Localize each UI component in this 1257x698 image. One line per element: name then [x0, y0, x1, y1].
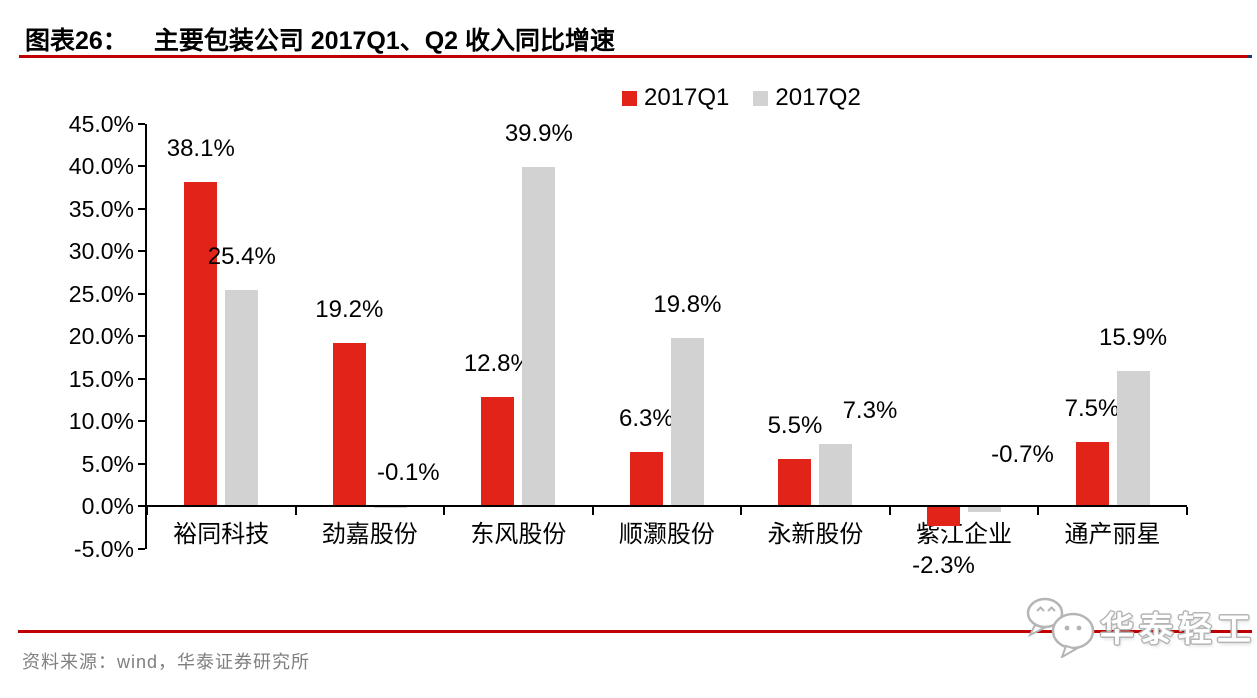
y-axis-label: 20.0% [68, 323, 134, 349]
data-label: 7.5% [1064, 395, 1120, 423]
figure-title-row: 图表26： 主要包装公司 2017Q1、Q2 收入同比增速 [25, 21, 615, 57]
y-axis-tick [138, 505, 145, 507]
y-axis-tick [138, 165, 145, 167]
x-axis-label: 通产丽星 [1064, 521, 1161, 548]
data-label: 7.3% [842, 396, 898, 424]
y-axis-label: 5.0% [81, 450, 134, 477]
bar-2017Q2-紫江企业 [967, 507, 1001, 512]
figure-title: 主要包装公司 2017Q1、Q2 收入同比增速 [153, 27, 616, 55]
x-axis-label: 东风股份 [470, 521, 567, 548]
y-axis-tick [138, 547, 145, 550]
y-axis-line [145, 123, 147, 549]
bar-2017Q1-东风股份 [481, 397, 515, 505]
x-axis-tick [591, 507, 594, 515]
bar-2017Q2-顺灏股份 [670, 337, 704, 505]
bar-2017Q2-劲嘉股份 [373, 507, 407, 508]
y-axis-label: -5.0% [73, 535, 134, 562]
bar-2017Q2-东风股份 [522, 166, 556, 505]
y-axis-tick [138, 122, 145, 125]
title-underline-end-cap [1248, 55, 1252, 58]
data-label: 39.9% [504, 119, 573, 147]
data-label: 19.8% [653, 290, 722, 318]
y-axis-tick [138, 377, 145, 380]
y-axis-label: 25.0% [68, 280, 134, 307]
data-label: -0.1% [376, 459, 440, 486]
x-axis-tick [740, 507, 743, 515]
x-axis-tick [294, 507, 297, 515]
data-label: 38.1% [166, 135, 235, 163]
y-axis-tick [138, 292, 145, 295]
legend-item-2017q2: 2017Q2 [753, 84, 861, 112]
wechat-chat-bubbles-icon [1026, 597, 1095, 658]
data-label: 6.3% [619, 405, 674, 433]
legend-label-2017q2: 2017Q2 [775, 84, 861, 111]
x-axis-tick [146, 507, 148, 515]
bar-2017Q2-裕同科技 [225, 290, 259, 505]
y-axis-label: 15.0% [68, 365, 134, 392]
y-axis-tick [138, 250, 145, 252]
figure-number-label: 图表26： [25, 27, 128, 55]
x-axis-tick [443, 507, 446, 515]
y-axis-tick [138, 462, 145, 465]
data-label: -0.7% [991, 441, 1054, 468]
legend-item-2017q1: 2017Q1 [622, 84, 729, 112]
chart-legend: 2017Q1 2017Q2 [622, 84, 861, 112]
y-axis-tick [138, 335, 145, 337]
x-axis-tick [1185, 507, 1188, 515]
x-axis-label: 劲嘉股份 [321, 521, 418, 548]
x-axis-label: 裕同科技 [173, 521, 270, 548]
data-label: 19.2% [315, 295, 384, 323]
y-axis-label: 10.0% [68, 408, 134, 434]
watermark-logo: 华泰轻工 [1022, 594, 1256, 658]
bar-2017Q1-裕同科技 [184, 182, 218, 505]
y-axis-label: 45.0% [68, 110, 134, 137]
y-axis-label: 40.0% [68, 153, 134, 179]
x-axis-tick [1037, 507, 1040, 515]
watermark-text: 华泰轻工 [1100, 610, 1256, 649]
legend-swatch-2017q1 [622, 90, 637, 106]
y-axis-tick [138, 207, 145, 210]
x-axis-label: 顺灏股份 [618, 521, 715, 548]
bar-2017Q1-紫江企业 [926, 507, 960, 526]
data-label: 15.9% [1098, 323, 1168, 351]
x-axis-line [147, 505, 1187, 507]
source-note: 资料来源：wind，华泰证券研究所 [22, 652, 311, 672]
y-axis-label: 30.0% [68, 238, 134, 264]
data-label: 12.8% [463, 350, 532, 378]
y-axis-tick [138, 420, 145, 422]
legend-swatch-2017q2 [753, 90, 769, 106]
y-axis-label: 0.0% [81, 493, 134, 519]
title-underline-rule [19, 55, 1248, 58]
bar-2017Q1-顺灏股份 [629, 452, 663, 505]
y-axis-label: 35.0% [68, 195, 134, 222]
bar-2017Q1-永新股份 [778, 459, 812, 505]
bar-2017Q2-通产丽星 [1116, 370, 1150, 505]
bar-2017Q2-永新股份 [819, 443, 853, 505]
x-axis-label: 紫江企业 [915, 521, 1012, 548]
data-label: 5.5% [767, 412, 823, 440]
footer-rule [18, 630, 1252, 633]
bar-2017Q1-通产丽星 [1075, 442, 1109, 505]
x-axis-tick [888, 507, 891, 515]
data-label: -2.3% [912, 551, 975, 579]
data-label: 25.4% [207, 243, 276, 271]
legend-label-2017q1: 2017Q1 [644, 84, 730, 111]
bar-2017Q1-劲嘉股份 [332, 342, 366, 505]
x-axis-label: 永新股份 [767, 521, 864, 548]
